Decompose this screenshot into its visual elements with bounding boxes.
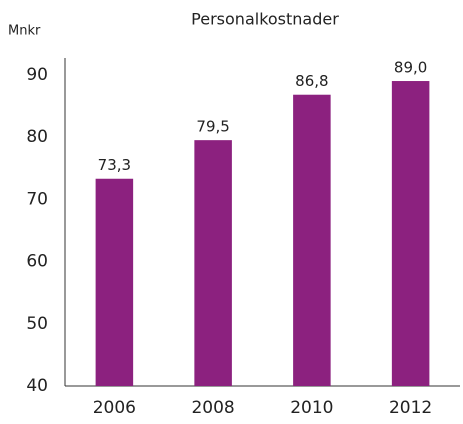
x-tick-label: 2010 <box>290 398 333 418</box>
x-tick-label: 2012 <box>389 398 432 418</box>
y-tick-label: 90 <box>26 65 48 85</box>
y-axis-label: Mnkr <box>8 24 41 39</box>
value-label: 89,0 <box>394 59 427 77</box>
y-tick-label: 60 <box>26 252 48 272</box>
chart-title: Personalkostnader <box>191 10 339 29</box>
value-label: 73,3 <box>98 156 131 174</box>
value-label: 86,8 <box>295 72 328 90</box>
bar <box>194 140 232 386</box>
bar <box>95 178 134 386</box>
value-label: 79,5 <box>196 118 229 136</box>
bar <box>391 81 430 386</box>
x-tick-label: 2008 <box>191 398 234 418</box>
y-tick-label: 70 <box>26 189 48 209</box>
y-tick-label: 40 <box>26 376 48 396</box>
y-tick-label: 80 <box>26 127 48 147</box>
x-tick-label: 2006 <box>93 398 136 418</box>
bar <box>293 94 331 386</box>
y-tick-label: 50 <box>26 314 48 334</box>
